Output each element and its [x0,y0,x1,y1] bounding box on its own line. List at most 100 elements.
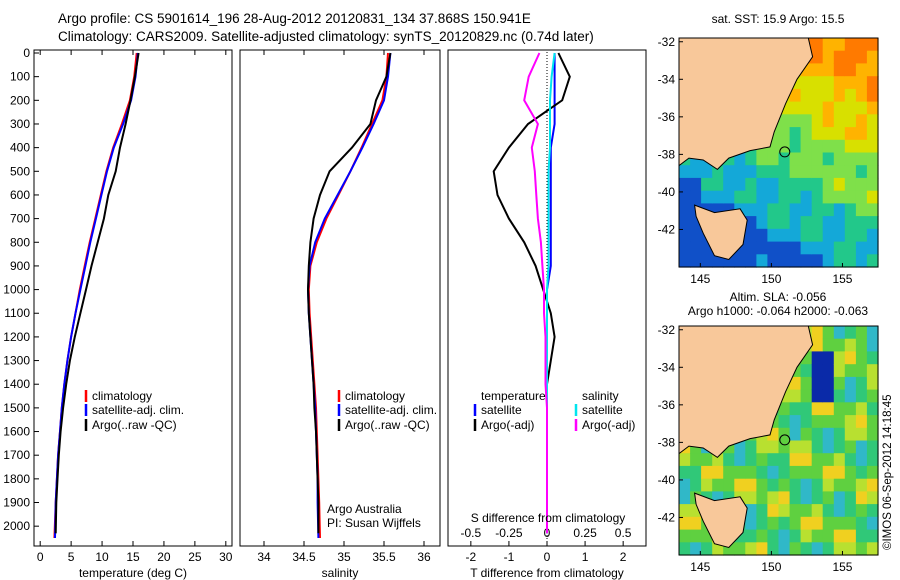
map-cell [756,190,769,204]
map-cell [800,478,813,492]
map-cell [756,228,769,243]
map-cell [822,478,835,492]
map-cell [844,364,857,378]
map-cell [866,542,879,556]
map-cell [811,254,824,268]
map-cell [723,254,735,268]
map-cell [778,516,791,531]
map-cell [756,254,769,268]
map-cell [822,241,835,255]
map-cell [833,139,846,154]
map-cell [833,529,846,543]
map-cell [844,465,857,480]
map-cell [800,216,813,230]
map-cell [844,529,857,543]
map-cell [690,165,702,179]
map-cell [778,127,791,141]
map-cell [822,326,835,340]
map-cell [789,203,802,217]
y-tick-label: 1400 [3,377,30,391]
map-cell [734,478,746,492]
map-cell [833,88,846,103]
y-tick-label: 800 [10,235,30,249]
map-cell [712,177,724,192]
map-cell [767,139,780,154]
map-cell [800,529,813,543]
map-cell [734,177,746,192]
map-cell [844,50,857,64]
map-cell [690,516,702,531]
map-cell [789,114,802,128]
x-tick-label: -1 [504,550,515,564]
map-cell [855,376,868,391]
map-cell [679,254,691,268]
map-cell [712,203,724,217]
map-cell [811,38,824,52]
map-cell [767,241,780,255]
difference-toplabel: S difference from climatology [471,511,626,525]
map-cell [833,165,846,179]
map-cell [800,190,813,204]
map-cell [734,254,746,268]
x-tick-label: 1 [582,550,589,564]
temperature-legend: climatology satellite-adj. clim. Argo(..… [84,389,184,432]
map-cell [767,440,780,454]
map-cell [756,542,769,556]
map-cell [800,76,813,90]
map-x-tick-label: 145 [690,560,710,574]
map-cell [800,351,813,365]
map-cell [811,389,824,403]
map-cell [778,415,791,429]
map-cell [844,415,857,429]
map-cell [855,402,868,416]
map-cell [811,516,824,531]
map-cell [789,542,802,556]
map-cell [866,216,879,230]
legend-header-temperature: temperature [481,389,546,403]
series-line-satellite-adj-clim- [306,52,392,539]
y-tick-label: 900 [10,259,30,273]
map-cell [800,165,813,179]
map-cell [767,203,780,217]
map-cell [789,427,802,442]
map-cell [778,504,791,518]
map-cell [855,542,868,556]
header-line2: Climatology: CARS2009. Satellite-adjuste… [58,29,594,44]
map-frame [678,37,879,268]
map-cell [811,465,824,480]
salinity-annotation-line2: PI: Susan Wijffels [327,516,421,530]
map-cell [822,216,835,230]
map-cell [811,63,824,77]
map-cell [855,465,868,480]
series-line-temperature-argo-adj- [492,52,571,534]
map-cell [778,114,791,128]
map-cell [822,504,835,518]
map-cell [855,241,868,255]
sla-map: Altim. SLA: -0.056 Argo h1000: -0.064 h2… [658,290,879,574]
map-cell [844,88,857,103]
map-cell [712,491,724,505]
map-cell [833,364,846,378]
map-cell [811,216,824,230]
map-cell [701,542,713,556]
map-cell [712,465,724,480]
map-cell [855,76,868,90]
map-cell [866,190,879,204]
map-cell [767,491,780,505]
sla-map-subtitle: Argo h1000: -0.064 h2000: -0.063 [688,304,868,318]
map-cell [745,491,757,505]
map-cell [800,203,813,217]
map-cell [712,165,724,179]
map-cell [745,241,757,255]
map-cell [778,241,791,255]
map-cell [844,478,857,492]
map-cell [844,203,857,217]
legend-label-climatology: climatology [345,389,405,403]
legend-label-sal-satellite: satellite [582,403,623,417]
map-cell [800,427,813,442]
map-y-tick-label: -36 [658,398,676,412]
map-cell [844,453,857,467]
map-cell [822,114,835,128]
argo-location-marker [779,146,791,158]
map-cell [690,504,702,518]
